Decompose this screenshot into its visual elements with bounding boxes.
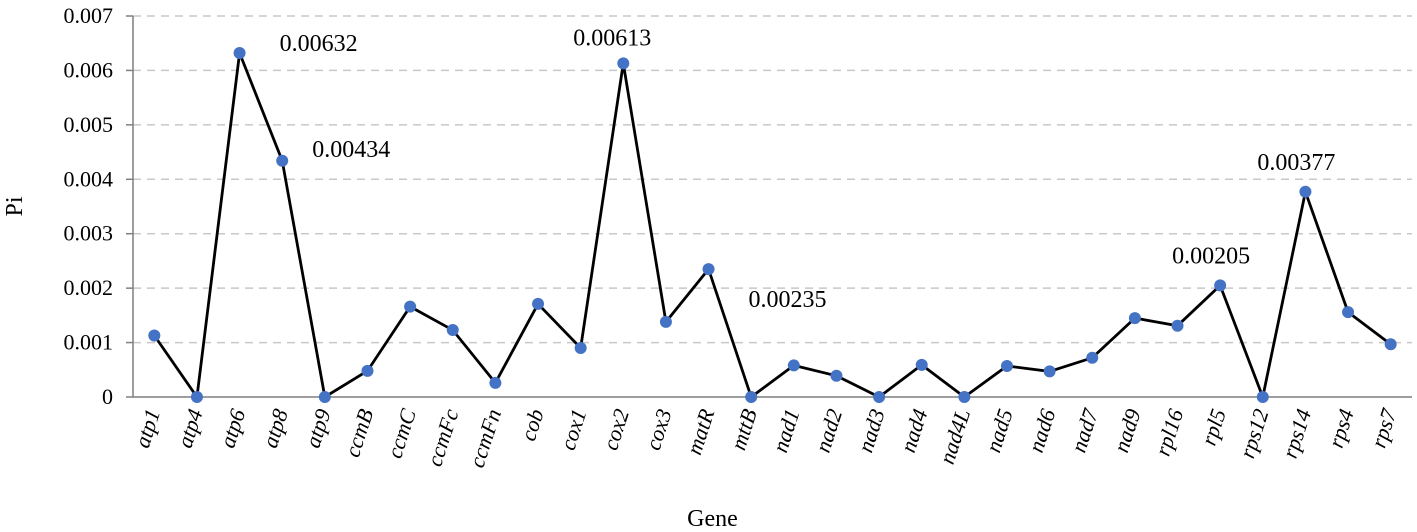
data-point <box>745 391 758 403</box>
data-point <box>1299 185 1312 198</box>
x-tick-label: atp4 <box>172 406 208 451</box>
x-tick-label: cox3 <box>640 406 677 453</box>
x-tick-label: nad5 <box>980 406 1017 456</box>
annotations: 0.00632 0.00434 0.00613 0.00235 0.00205 0.003… <box>280 25 1336 313</box>
x-tick-label: matR <box>681 405 719 457</box>
y-tick-label: 0.001 <box>64 330 114 355</box>
x-tick-labels: atp1 atp4 atp6 atp8 atp9 ccmB ccmC ccmFc ccmFn co… <box>129 405 1402 471</box>
data-point <box>404 300 417 313</box>
x-tick-label: rps14 <box>1277 406 1316 461</box>
x-tick-label: nad3 <box>852 406 889 456</box>
data-point <box>1384 338 1397 351</box>
x-tick-label: cob <box>515 406 549 444</box>
data-point <box>361 364 374 377</box>
x-tick-label: cox2 <box>597 406 634 453</box>
data-point <box>915 358 928 371</box>
x-tick-label: rps12 <box>1234 406 1273 461</box>
y-tick-labels: 0 0.001 0.002 0.003 0.004 0.005 0.006 0.007 <box>64 3 114 409</box>
data-points <box>148 47 1397 403</box>
data-point <box>318 391 331 403</box>
data-point <box>873 391 886 403</box>
x-tick-label: atp6 <box>214 406 250 451</box>
x-tick-label: nad4 <box>895 406 932 456</box>
series-line-path <box>153 52 1392 402</box>
annotation-label: 0.00434 <box>312 137 390 163</box>
x-tick-label: atp1 <box>129 406 165 451</box>
x-tick-label: nad4L <box>934 406 975 467</box>
x-tick-label: ccmFc <box>422 406 464 470</box>
data-point <box>1128 312 1141 325</box>
x-tick-label: rps4 <box>1323 406 1359 451</box>
x-tick-label: atp8 <box>257 406 293 451</box>
x-tick-label: nad2 <box>810 406 847 456</box>
y-axis-title: Pi <box>2 196 28 216</box>
x-tick-label: ccmC <box>382 406 421 462</box>
data-point <box>787 359 800 372</box>
data-point <box>1000 359 1013 372</box>
y-tick-label: 0.003 <box>64 221 114 246</box>
data-point <box>446 324 459 337</box>
data-point <box>1342 306 1355 319</box>
x-tick-label: mttB <box>725 406 762 453</box>
data-point <box>233 47 246 60</box>
data-point <box>1214 279 1227 292</box>
y-tick-label: 0.007 <box>64 3 114 28</box>
x-tick-label: nad9 <box>1108 406 1145 456</box>
y-tick-label: 0.004 <box>64 166 114 191</box>
data-point <box>958 391 971 403</box>
annotation-label: 0.00632 <box>280 31 358 57</box>
x-tick-label: nad7 <box>1066 405 1104 456</box>
x-tick-label: ccmB <box>339 406 378 460</box>
y-tick-label: 0 <box>102 384 113 409</box>
x-tick-label: cox1 <box>555 406 592 453</box>
annotation-label: 0.00205 <box>1172 243 1250 269</box>
y-tick-label: 0.002 <box>64 275 114 300</box>
x-tick-label: ccmFn <box>464 406 506 471</box>
x-tick-label: atp9 <box>300 406 336 451</box>
data-point <box>574 342 587 355</box>
data-point <box>532 297 545 310</box>
axes <box>126 15 1412 398</box>
x-axis-title: Gene <box>687 506 738 532</box>
data-point <box>659 315 672 328</box>
y-tick-label: 0.005 <box>64 112 114 137</box>
data-point <box>190 391 203 403</box>
annotation-label: 0.00235 <box>749 287 827 313</box>
data-point <box>276 154 289 167</box>
x-tick-label: rpl16 <box>1150 406 1189 459</box>
x-tick-label: rpl5 <box>1196 406 1231 449</box>
x-tick-label: nad6 <box>1023 406 1060 456</box>
data-point <box>148 329 161 342</box>
series-line <box>153 52 1392 402</box>
x-tick-label: rps7 <box>1366 405 1402 451</box>
data-point <box>1171 319 1184 332</box>
data-point <box>1043 365 1056 378</box>
annotation-label: 0.00613 <box>573 25 651 51</box>
data-point <box>830 369 843 382</box>
data-point <box>1256 391 1269 403</box>
gridlines <box>133 15 1412 344</box>
data-point <box>617 57 630 70</box>
data-point <box>489 376 502 389</box>
annotation-label: 0.00377 <box>1257 150 1335 176</box>
y-tick-label: 0.006 <box>64 57 114 82</box>
data-point <box>702 263 715 276</box>
data-point <box>1086 351 1099 364</box>
x-tick-label: nad1 <box>767 406 804 456</box>
